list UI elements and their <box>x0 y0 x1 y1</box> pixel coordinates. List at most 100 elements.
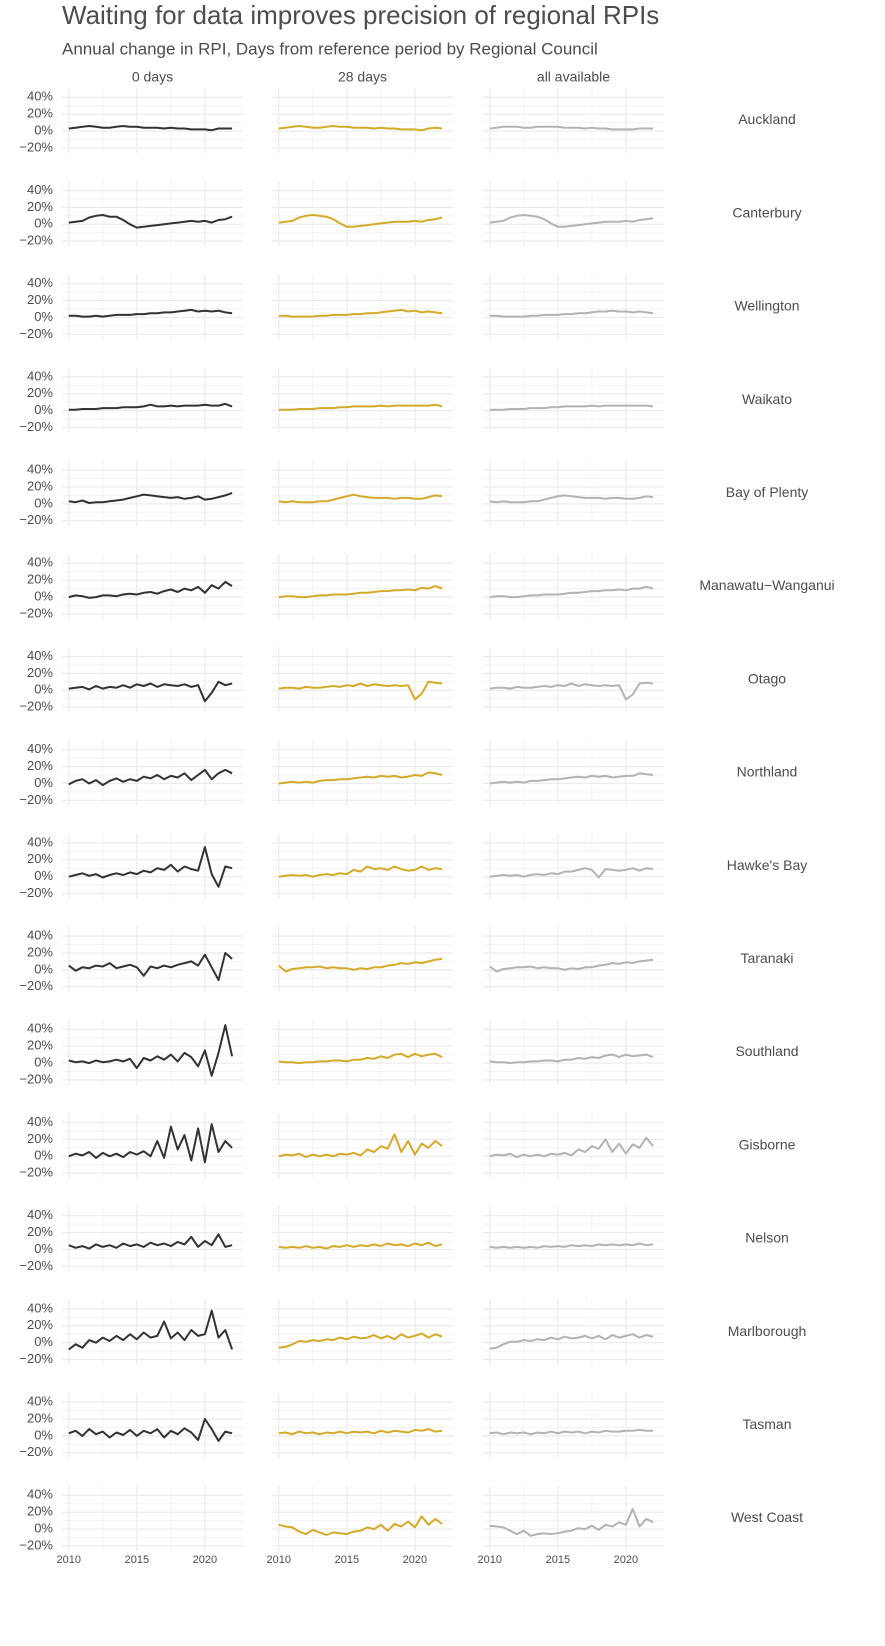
series-line <box>278 1428 443 1436</box>
series-line <box>68 1123 233 1164</box>
series-line <box>68 308 233 318</box>
y-tick-label: 0% <box>34 1148 53 1163</box>
y-tick-label: −20% <box>19 512 53 527</box>
y-tick-label: 40% <box>27 555 53 570</box>
facet-label: Auckland <box>738 111 796 127</box>
y-tick-label: −20% <box>19 605 53 620</box>
y-tick-label: 0% <box>34 1241 53 1256</box>
y-tick-label: 20% <box>27 1131 53 1146</box>
y-tick-label: −20% <box>19 326 53 341</box>
facet-label: Waikato <box>742 391 792 407</box>
series-line <box>489 585 654 599</box>
x-tick-label: 2010 <box>267 1554 291 1566</box>
y-tick-label: 20% <box>27 758 53 773</box>
y-tick-label: 40% <box>27 1207 53 1222</box>
series-line <box>489 958 654 973</box>
y-tick-label: 40% <box>27 182 53 197</box>
facet-label: Northland <box>737 764 798 780</box>
y-tick-label: 0% <box>34 1334 53 1349</box>
series-line <box>68 846 233 888</box>
y-tick-label: 40% <box>27 1394 53 1409</box>
y-tick-label: 40% <box>27 1300 53 1315</box>
y-tick-label: 40% <box>27 648 53 663</box>
series-line <box>278 1332 443 1349</box>
series-line <box>489 1428 654 1436</box>
series-line <box>489 1507 654 1537</box>
facet-label: Gisborne <box>739 1136 796 1152</box>
x-tick-label: 2020 <box>193 1554 217 1566</box>
series-line <box>278 308 443 318</box>
x-tick-label: 2020 <box>614 1554 638 1566</box>
series-line <box>278 1515 443 1536</box>
series-line <box>489 309 654 318</box>
y-tick-label: 40% <box>27 462 53 477</box>
column-header: all available <box>537 69 610 85</box>
series-line <box>489 494 654 504</box>
y-tick-label: −20% <box>19 1071 53 1086</box>
series-line <box>68 214 233 229</box>
series-line <box>489 1242 654 1249</box>
y-tick-label: 0% <box>34 682 53 697</box>
series-line <box>489 1053 654 1065</box>
y-tick-label: −20% <box>19 1444 53 1459</box>
series-line <box>489 214 654 228</box>
column-header: 0 days <box>132 69 173 85</box>
y-tick-label: 0% <box>34 868 53 883</box>
series-line <box>278 585 443 599</box>
series-line <box>68 491 233 504</box>
series-line <box>278 771 443 785</box>
series-line <box>68 580 233 599</box>
series-line <box>68 1418 233 1442</box>
series-line <box>278 403 443 411</box>
series-line <box>489 404 654 411</box>
y-tick-label: 0% <box>34 588 53 603</box>
y-tick-label: 20% <box>27 199 53 214</box>
series-line <box>68 1024 234 1077</box>
series-line <box>278 680 443 701</box>
y-tick-label: 40% <box>27 741 53 756</box>
series-line <box>278 865 443 878</box>
y-tick-label: 20% <box>27 1504 53 1519</box>
facet-label: Marlborough <box>728 1323 807 1339</box>
y-tick-label: 20% <box>27 106 53 121</box>
column-header: 28 days <box>338 69 387 85</box>
y-tick-label: 40% <box>27 1487 53 1502</box>
y-tick-label: 0% <box>34 402 53 417</box>
y-tick-label: 20% <box>27 385 53 400</box>
y-tick-label: −20% <box>19 1537 53 1552</box>
y-tick-label: 20% <box>27 1317 53 1332</box>
y-tick-label: 40% <box>27 834 53 849</box>
y-tick-label: 0% <box>34 309 53 324</box>
y-tick-label: 0% <box>34 775 53 790</box>
y-tick-label: 0% <box>34 1520 53 1535</box>
y-tick-label: 40% <box>27 928 53 943</box>
series-line <box>278 1241 443 1250</box>
y-tick-label: −20% <box>19 1351 53 1366</box>
facet-label: Canterbury <box>732 204 801 220</box>
series-line <box>68 402 233 411</box>
y-tick-label: 0% <box>34 122 53 137</box>
facet-label: Tasman <box>742 1416 791 1432</box>
x-tick-label: 2010 <box>57 1554 81 1566</box>
y-tick-label: 20% <box>27 944 53 959</box>
series-line <box>278 1052 443 1065</box>
y-tick-label: 20% <box>27 851 53 866</box>
y-tick-label: 40% <box>27 1021 53 1036</box>
facet-label: Otago <box>748 670 786 686</box>
series-line <box>278 125 443 132</box>
chart-subtitle: Annual change in RPI, Days from referenc… <box>62 39 598 58</box>
y-tick-label: −20% <box>19 1258 53 1273</box>
y-tick-label: 20% <box>27 1410 53 1425</box>
y-tick-label: −20% <box>19 885 53 900</box>
y-tick-label: 40% <box>27 89 53 104</box>
x-tick-label: 2015 <box>546 1554 570 1566</box>
series-line <box>489 125 654 131</box>
facet-label: Manawatu−Wanganui <box>699 577 834 593</box>
y-tick-label: 20% <box>27 572 53 587</box>
series-line <box>68 1309 234 1351</box>
y-tick-label: 0% <box>34 495 53 510</box>
x-tick-label: 2020 <box>403 1554 427 1566</box>
facet-label: Bay of Plenty <box>726 484 809 500</box>
